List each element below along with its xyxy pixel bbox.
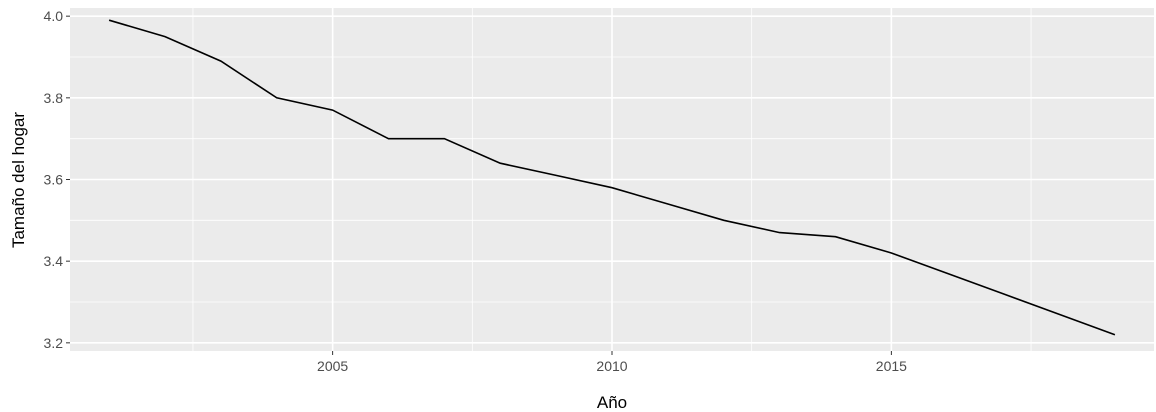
- major-gridlines: [70, 8, 1154, 351]
- y-axis: 3.2 3.4 3.6 3.8 4.0: [44, 8, 70, 351]
- y-tick-label: 3.4: [44, 253, 64, 269]
- series-line: [108, 19, 1116, 336]
- x-axis-title: Año: [597, 393, 627, 412]
- x-tick-label: 2005: [317, 358, 348, 374]
- y-tick-label: 3.2: [44, 335, 64, 351]
- y-tick-label: 4.0: [44, 8, 64, 24]
- x-axis: 2005 2010 2015: [317, 351, 907, 374]
- y-tick-label: 3.6: [44, 172, 64, 188]
- y-axis-title: Tamaño del hogar: [9, 112, 28, 248]
- y-tick-label: 3.8: [44, 90, 64, 106]
- x-tick-label: 2015: [876, 358, 907, 374]
- x-tick-label: 2010: [596, 358, 627, 374]
